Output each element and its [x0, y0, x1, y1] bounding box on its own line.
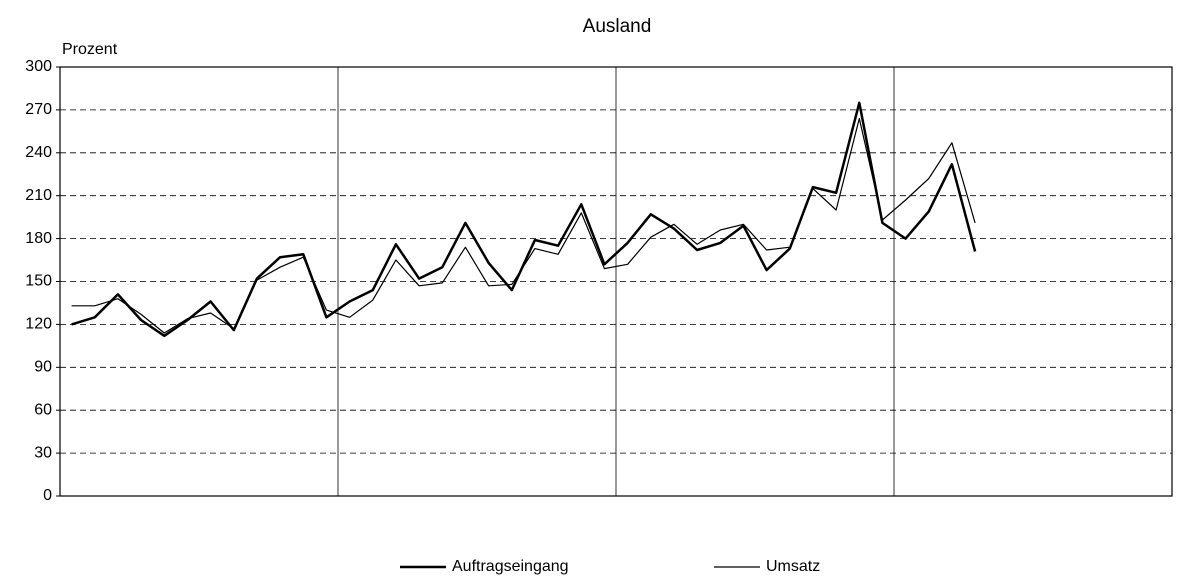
y-tick-label: 180	[25, 230, 52, 247]
y-tick-label: 30	[34, 444, 52, 461]
chart-title: Ausland	[583, 16, 652, 37]
y-tick-label: 120	[25, 316, 52, 333]
series-line	[71, 101, 977, 338]
y-tick-label: 270	[25, 101, 52, 118]
legend-label: Umsatz	[766, 558, 820, 575]
y-tick-label: 60	[34, 401, 52, 418]
plot-frame	[59, 66, 1173, 497]
series-line	[71, 117, 976, 334]
y-tick-label: 150	[25, 273, 52, 290]
y-tick-label: 240	[25, 144, 52, 161]
y-axis-label: Prozent	[62, 41, 118, 58]
y-tick-label: 210	[25, 187, 52, 204]
y-tick-label: 90	[34, 359, 52, 376]
y-tick-label: 0	[43, 487, 52, 504]
y-tick-label: 300	[25, 58, 52, 75]
legend-label: Auftragseingang	[452, 558, 569, 575]
